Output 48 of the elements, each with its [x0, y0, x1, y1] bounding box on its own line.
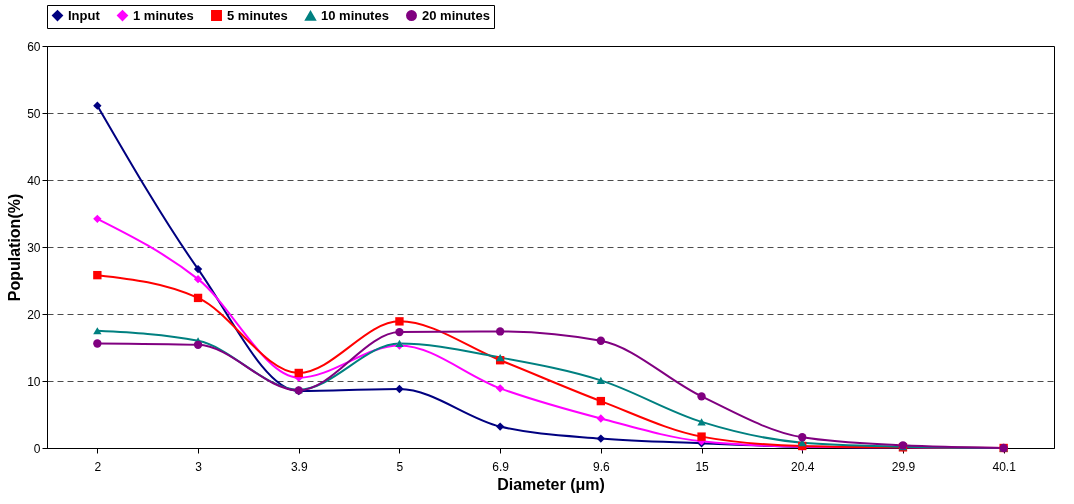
x-tick-label: 2	[94, 459, 102, 474]
point	[93, 339, 102, 348]
legend-label: 1 minutes	[133, 7, 194, 23]
y-tick-label: 30	[27, 240, 41, 255]
x-tick-label: 6.9	[492, 459, 510, 474]
point	[495, 384, 505, 393]
point	[596, 396, 606, 406]
point	[596, 434, 606, 443]
legend-label: Input	[68, 7, 101, 23]
point	[495, 327, 505, 336]
y-tick-label: 20	[27, 307, 41, 322]
point	[495, 422, 505, 431]
point	[798, 433, 807, 442]
point	[93, 101, 102, 110]
point	[93, 270, 102, 280]
y-tick-label: 50	[27, 106, 41, 121]
point	[395, 317, 404, 326]
y-tick-label: 0	[33, 441, 41, 456]
y-axis-title: Population(%)	[6, 193, 24, 302]
point	[294, 368, 303, 378]
x-tick-label: 40.1	[992, 459, 1017, 474]
y-tick-label: 60	[27, 39, 41, 54]
x-tick-label: 3.9	[290, 459, 308, 474]
legend-label: 5 minutes	[227, 7, 288, 23]
point	[596, 336, 606, 345]
point	[193, 274, 203, 284]
legend-label: 20 minutes	[422, 7, 490, 23]
point	[596, 414, 606, 423]
x-tick-label: 3	[195, 459, 203, 474]
y-tick-label: 10	[27, 374, 41, 389]
legend-label: 10 minutes	[321, 7, 389, 23]
point	[395, 327, 404, 337]
x-tick-label: 29.9	[891, 459, 916, 474]
point	[697, 432, 706, 441]
point	[193, 264, 203, 274]
point	[193, 340, 203, 349]
x-tick-label: 15	[695, 459, 710, 474]
x-axis-title: Diameter (μm)	[497, 475, 605, 493]
point	[193, 293, 203, 303]
point	[596, 376, 606, 384]
x-tick-label: 9.6	[593, 459, 611, 474]
point	[93, 214, 102, 224]
point	[93, 327, 102, 335]
point	[395, 384, 404, 394]
point	[697, 392, 706, 401]
y-tick-label: 40	[27, 173, 41, 188]
x-tick-label: 5	[396, 459, 404, 474]
x-tick-label: 20.4	[791, 459, 815, 474]
